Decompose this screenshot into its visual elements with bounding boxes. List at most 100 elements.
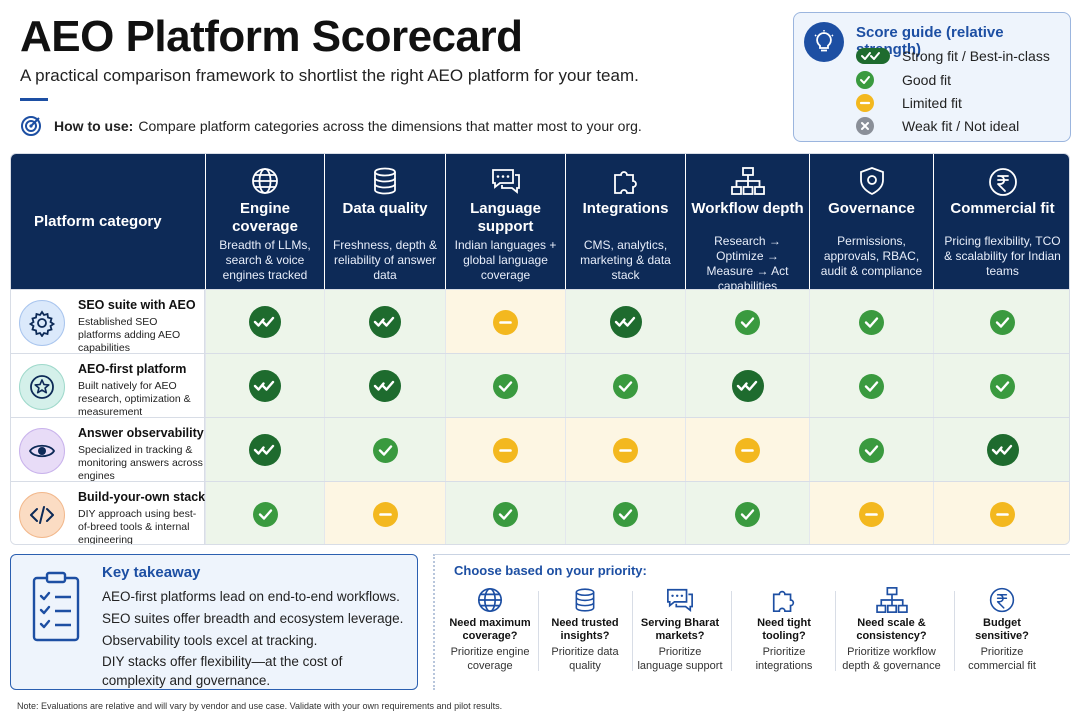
guide-item-weak: Weak fit / Not ideal	[856, 117, 1019, 135]
how-to-label: How to use:	[54, 118, 134, 134]
x-icon	[856, 117, 896, 135]
minus-icon	[735, 437, 760, 463]
score-cell	[565, 482, 685, 544]
score-cell	[809, 290, 933, 354]
takeaway-line: AEO-first platforms lead on end-to-end w…	[102, 589, 400, 604]
option-answer: Prioritize integrations	[755, 646, 813, 672]
table-row: AEO-first platform Built natively for AE…	[11, 353, 1069, 418]
minus-icon	[856, 94, 896, 112]
option-answer: Prioritize language support	[637, 646, 723, 672]
col-name: Governance	[828, 200, 915, 217]
score-cell	[205, 482, 324, 544]
platform-category-header: Platform category	[34, 213, 162, 230]
page-subtitle: A practical comparison framework to shor…	[20, 66, 639, 85]
row-header: SEO suite with AEO Established SEO platf…	[11, 290, 205, 354]
gear-icon	[19, 300, 65, 346]
database-icon	[374, 167, 396, 195]
option-question: Serving Bharat markets?	[640, 617, 720, 642]
col-header-integrations: Integrations CMS, analytics, marketing &…	[565, 154, 685, 289]
minus-icon	[859, 501, 884, 527]
double-check-icon	[249, 306, 281, 338]
score-cell	[809, 354, 933, 418]
guide-label: Limited fit	[902, 95, 962, 111]
double-check-icon	[731, 370, 764, 402]
chooser-title: Choose based on your priority:	[454, 563, 647, 578]
check-icon	[493, 373, 518, 399]
col-name: Workflow depth	[691, 200, 804, 217]
score-cell	[933, 290, 1069, 354]
score-cell	[445, 290, 565, 354]
check-icon	[613, 373, 638, 399]
col-desc: CMS, analytics, marketing & data stack	[580, 238, 671, 282]
key-takeaway-box: Key takeaway AEO-first platforms lead on…	[10, 554, 418, 690]
check-icon	[859, 309, 884, 335]
how-to-text: Compare platform categories across the d…	[138, 118, 642, 134]
lightbulb-icon	[804, 22, 844, 62]
divider	[731, 591, 732, 671]
double-check-icon	[986, 434, 1019, 466]
scorecard-table: Platform category Engine coverage Breadt…	[10, 153, 1070, 545]
col-desc: Permissions, approvals, RBAC, audit & co…	[820, 234, 923, 278]
score-cell	[205, 418, 324, 482]
score-cell	[324, 482, 445, 544]
row-header: Answer observability tool Specialized in…	[11, 418, 230, 482]
title-underline	[20, 98, 48, 101]
col-name: Data quality	[342, 200, 428, 217]
double-check-icon	[249, 370, 281, 402]
col-name: Engine coverage	[232, 200, 298, 235]
puzzle-icon	[613, 171, 637, 194]
how-to-use: How to use: Compare platform categories …	[20, 115, 642, 137]
score-cell	[445, 418, 565, 482]
row-name: Build-your-own stack	[78, 490, 206, 504]
option-question: Need tight tooling?	[757, 617, 811, 642]
table-row: SEO suite with AEO Established SEO platf…	[11, 289, 1069, 354]
table-row: Answer observability tool Specialized in…	[11, 417, 1069, 482]
guide-label: Weak fit / Not ideal	[902, 118, 1020, 134]
option-answer: Prioritize engine coverage	[450, 646, 530, 672]
row-desc: Specialized in tracking & monitoring ans…	[78, 444, 203, 482]
score-cell	[324, 354, 445, 418]
score-cell	[933, 418, 1069, 482]
score-cell	[205, 354, 324, 418]
row-desc: Established SEO platforms adding AEO cap…	[78, 316, 181, 354]
priority-chooser: Choose based on your priority: Need maxi…	[433, 554, 1070, 690]
score-cell	[205, 290, 324, 354]
col-header-data-quality: Data quality Freshness, depth & reliabil…	[324, 154, 445, 289]
check-icon	[990, 373, 1015, 399]
option-answer: Prioritize data quality	[551, 646, 619, 672]
minus-icon	[990, 501, 1015, 527]
divider	[835, 591, 836, 671]
row-desc: DIY approach using best-of-breed tools &…	[78, 508, 197, 545]
score-cell	[933, 354, 1069, 418]
col-desc: Freshness, depth & reliability of answer…	[332, 238, 438, 282]
score-guide: Score guide (relative strength) Strong f…	[793, 12, 1071, 142]
double-check-icon	[856, 48, 896, 64]
double-check-icon	[249, 434, 281, 466]
guide-item-good: Good fit	[856, 71, 951, 89]
minus-icon	[372, 501, 398, 527]
table-header: Platform category Engine coverage Breadt…	[11, 154, 1069, 293]
chat-bubbles-icon	[491, 169, 520, 194]
star-icon	[19, 364, 65, 410]
col-desc: Indian languages + global language cover…	[454, 238, 557, 282]
target-icon	[21, 116, 41, 136]
score-cell	[685, 418, 809, 482]
takeaway-line: Observability tools excel at tracking.	[102, 633, 318, 648]
shield-icon	[859, 167, 884, 196]
check-icon	[252, 501, 278, 527]
chat-bubbles-icon	[667, 588, 693, 613]
option-question: Need trusted insights?	[551, 617, 619, 642]
double-check-icon	[369, 370, 401, 402]
col-header-engine-coverage: Engine coverage Breadth of LLMs, search …	[205, 154, 324, 289]
priority-option-coverage: Need maximum coverage? Prioritize engine…	[445, 585, 535, 685]
option-question: Budget sensitive?	[975, 617, 1029, 642]
score-cell	[565, 354, 685, 418]
row-name: Answer observability tool	[78, 426, 231, 440]
check-icon	[859, 373, 884, 399]
priority-option-language: Serving Bharat markets? Prioritize langu…	[635, 585, 725, 685]
priority-option-commercial: Budget sensitive? Prioritize commercial …	[959, 585, 1045, 685]
takeaway-title: Key takeaway	[102, 564, 201, 581]
col-name: Commercial fit	[950, 200, 1055, 217]
score-cell	[933, 482, 1069, 544]
score-cell	[809, 482, 933, 544]
